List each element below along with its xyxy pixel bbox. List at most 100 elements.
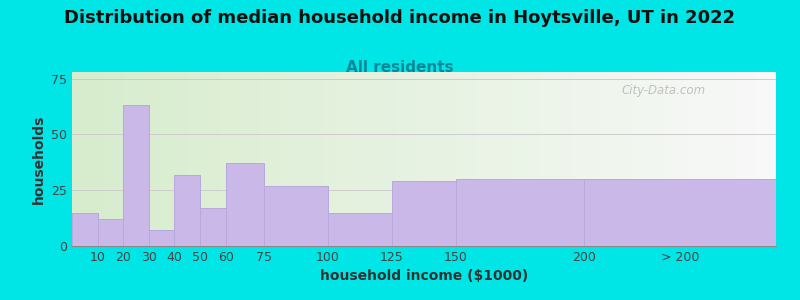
Bar bbox=[170, 72, 174, 246]
Bar bbox=[575, 72, 579, 246]
Bar bbox=[230, 72, 234, 246]
Bar bbox=[716, 72, 720, 246]
Bar bbox=[660, 72, 663, 246]
Bar bbox=[421, 72, 424, 246]
Text: City-Data.com: City-Data.com bbox=[621, 84, 706, 97]
Bar bbox=[104, 72, 107, 246]
Bar bbox=[241, 72, 245, 246]
Bar bbox=[726, 72, 730, 246]
Bar bbox=[315, 72, 318, 246]
Bar bbox=[135, 72, 139, 246]
Bar bbox=[663, 72, 667, 246]
Bar bbox=[378, 72, 382, 246]
Bar bbox=[449, 72, 452, 246]
Bar bbox=[336, 72, 339, 246]
Bar bbox=[181, 72, 185, 246]
Bar bbox=[769, 72, 773, 246]
Bar bbox=[399, 72, 403, 246]
Bar bbox=[206, 72, 210, 246]
Bar bbox=[97, 72, 100, 246]
Y-axis label: households: households bbox=[31, 114, 46, 204]
Bar bbox=[122, 72, 125, 246]
Bar bbox=[318, 72, 322, 246]
Bar bbox=[389, 72, 392, 246]
Bar bbox=[628, 72, 632, 246]
Bar bbox=[86, 72, 90, 246]
Bar bbox=[650, 72, 653, 246]
Bar bbox=[586, 72, 590, 246]
Bar bbox=[410, 72, 414, 246]
Bar bbox=[512, 72, 515, 246]
Bar bbox=[264, 186, 328, 246]
Bar bbox=[491, 72, 494, 246]
Bar bbox=[185, 72, 188, 246]
Bar bbox=[200, 208, 226, 246]
Bar bbox=[220, 72, 223, 246]
Bar bbox=[456, 72, 459, 246]
Bar bbox=[558, 72, 562, 246]
Bar bbox=[477, 72, 480, 246]
Bar bbox=[417, 72, 421, 246]
Bar bbox=[642, 72, 646, 246]
Bar bbox=[371, 72, 374, 246]
Bar bbox=[738, 72, 741, 246]
Bar bbox=[339, 72, 343, 246]
Bar bbox=[392, 181, 456, 246]
Bar bbox=[160, 72, 163, 246]
Bar bbox=[251, 72, 255, 246]
Bar bbox=[762, 72, 766, 246]
Bar bbox=[547, 72, 550, 246]
Bar bbox=[709, 72, 713, 246]
Bar bbox=[688, 72, 691, 246]
Bar bbox=[502, 72, 505, 246]
Bar bbox=[674, 72, 678, 246]
Bar bbox=[522, 72, 526, 246]
Bar bbox=[681, 72, 685, 246]
Bar bbox=[519, 72, 522, 246]
Bar bbox=[509, 72, 512, 246]
Bar bbox=[550, 72, 554, 246]
Bar bbox=[248, 72, 251, 246]
Bar bbox=[72, 212, 98, 246]
Bar bbox=[568, 72, 572, 246]
Bar bbox=[167, 72, 170, 246]
Bar bbox=[157, 72, 160, 246]
Bar bbox=[544, 72, 547, 246]
Bar bbox=[386, 72, 389, 246]
Bar bbox=[579, 72, 582, 246]
Bar bbox=[153, 72, 157, 246]
Bar bbox=[202, 72, 206, 246]
Bar bbox=[280, 72, 283, 246]
Bar bbox=[533, 72, 537, 246]
Bar bbox=[273, 72, 276, 246]
Bar bbox=[406, 72, 410, 246]
Bar bbox=[442, 72, 445, 246]
Bar bbox=[445, 72, 449, 246]
Bar bbox=[597, 72, 600, 246]
Bar bbox=[773, 72, 776, 246]
Bar bbox=[438, 72, 442, 246]
Bar bbox=[368, 72, 371, 246]
Bar bbox=[741, 72, 744, 246]
Bar bbox=[431, 72, 434, 246]
Bar bbox=[276, 72, 280, 246]
Bar bbox=[584, 179, 776, 246]
Bar bbox=[667, 72, 670, 246]
Bar bbox=[238, 72, 241, 246]
Bar bbox=[298, 72, 301, 246]
Bar bbox=[678, 72, 681, 246]
Bar bbox=[216, 72, 220, 246]
Bar bbox=[110, 72, 114, 246]
Bar bbox=[424, 72, 427, 246]
Bar bbox=[234, 72, 238, 246]
Bar bbox=[223, 72, 227, 246]
Bar bbox=[758, 72, 762, 246]
Bar bbox=[354, 72, 357, 246]
Bar bbox=[748, 72, 751, 246]
Bar bbox=[607, 72, 610, 246]
Bar bbox=[114, 72, 118, 246]
Bar bbox=[698, 72, 702, 246]
Bar bbox=[537, 72, 540, 246]
Bar bbox=[329, 72, 333, 246]
Bar bbox=[656, 72, 660, 246]
